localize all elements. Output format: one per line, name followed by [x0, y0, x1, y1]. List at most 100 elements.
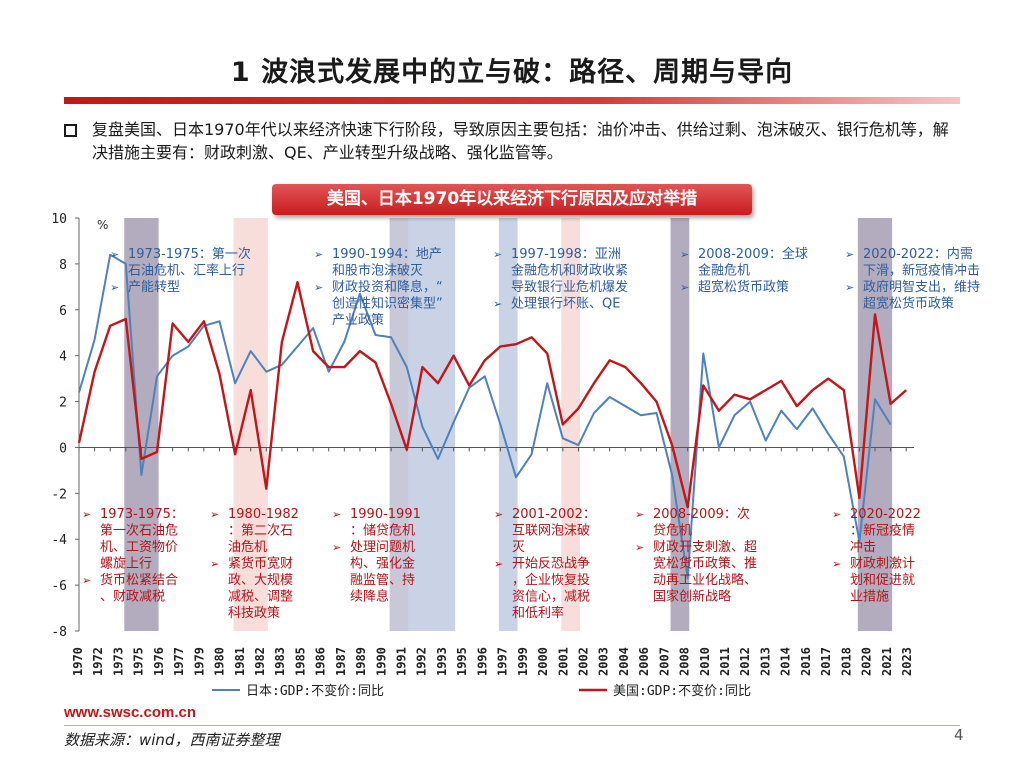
chart-legend: 日本:GDP:不变价:同比 美国:GDP:不变价:同比 — [212, 683, 751, 699]
y-tick-label: 8 — [59, 258, 67, 273]
annotation-line: 和低利率 — [512, 605, 564, 621]
x-tick-label: 1992 — [415, 647, 429, 676]
annotation-line: ：第二次石 — [228, 523, 293, 539]
x-tick-label: 1980 — [213, 647, 227, 676]
arrow-bullet-icon: ➢ — [680, 281, 689, 294]
annotation-line: 构、强化金 — [350, 556, 415, 572]
arrow-bullet-icon: ➢ — [832, 508, 841, 521]
arrow-bullet-icon: ➢ — [110, 248, 119, 261]
x-tick-label: 1979 — [192, 647, 206, 676]
shaded-period-1997-1998 — [498, 218, 518, 631]
annotation-line: 2001-2002： — [512, 507, 596, 522]
x-tick-label: 1991 — [395, 647, 409, 676]
annotation-line: 螺旋上行 — [100, 557, 152, 572]
annotation-line: 业措施 — [850, 590, 889, 605]
annotation-line: 石油危机、汇率上行 — [128, 263, 245, 279]
annotation-line: 科技政策 — [228, 605, 280, 621]
annotation-line: 、财政减税 — [100, 590, 165, 605]
square-bullet-icon — [64, 124, 77, 137]
annotation-line: 产业政策 — [332, 312, 384, 328]
title-underline — [64, 97, 960, 104]
annotation-line: ：储贷危机 — [350, 524, 415, 539]
annotation-line: 资信心，减税 — [512, 590, 590, 605]
x-tick-label: 1985 — [293, 647, 307, 676]
y-unit-label: % — [97, 218, 108, 232]
x-tick-label: 2016 — [799, 647, 813, 676]
annotation-line: ，企业恢复投 — [512, 572, 590, 588]
x-tick-label: 2013 — [758, 647, 772, 676]
shaded-period-1973-1975 — [124, 218, 159, 631]
annotation-line: 货币松紧结合 — [100, 572, 178, 588]
annotation-line: 灭 — [512, 540, 525, 555]
x-tick-label: 2011 — [718, 647, 732, 676]
x-tick-label: 2007 — [657, 647, 671, 676]
y-tick-label: -8 — [51, 625, 67, 640]
x-tick-label: 2004 — [617, 647, 631, 676]
chart-banner: 美国、日本1970年以来经济下行原因及应对举措 — [272, 184, 752, 215]
x-tick-label: 1995 — [455, 647, 469, 676]
arrow-bullet-icon: ➢ — [314, 281, 323, 294]
arrow-bullet-icon: ➢ — [493, 248, 502, 261]
x-tick-label: 1983 — [273, 647, 287, 676]
y-tick-label: 4 — [59, 350, 67, 365]
annotation-line: 紧货币宽财 — [228, 556, 293, 572]
japan-gdp-line — [78, 253, 892, 580]
arrow-bullet-icon: ➢ — [314, 248, 323, 261]
arrow-bullet-icon: ➢ — [635, 541, 644, 554]
arrow-bullet-icon: ➢ — [210, 558, 219, 571]
annotation-line: 处理问题机 — [350, 540, 415, 555]
x-tick-label: 2012 — [738, 647, 752, 676]
arrow-bullet-icon: ➢ — [832, 558, 841, 571]
arrow-bullet-icon: ➢ — [82, 508, 91, 521]
x-tick-label: 2006 — [637, 647, 651, 676]
x-tick-label: 1996 — [475, 647, 489, 676]
y-tick-label: 2 — [59, 396, 67, 411]
x-tick-label: 2020 — [860, 647, 874, 676]
annotation-line: 超宽松货币政策 — [863, 296, 954, 312]
annotation-line: 导致银行业危机爆发 — [511, 279, 628, 295]
annotation-line: 金融危机 — [698, 263, 750, 279]
x-tick-label: 2001 — [556, 647, 570, 676]
footer-url[interactable]: www.swsc.com.cn — [64, 704, 196, 721]
x-tick-label: 1990 — [374, 647, 388, 676]
annotation-line: 下滑，新冠疫情冲击 — [863, 263, 980, 279]
x-tick-label: 1986 — [314, 647, 328, 676]
annotation-line: 财政开支刺激、超 — [653, 540, 757, 555]
annotation-line: 互联网泡沫破 — [512, 524, 590, 539]
arrow-bullet-icon: ➢ — [493, 298, 502, 311]
x-tick-label: 1976 — [152, 647, 166, 676]
x-tick-label: 1982 — [253, 647, 267, 676]
annotation-line: 融监管、持 — [350, 573, 415, 588]
arrow-bullet-icon: ➢ — [110, 281, 119, 294]
annotation-line: 和股市泡沫破灭 — [332, 263, 423, 279]
shaded-period-2020-2022 — [857, 218, 893, 631]
annotation-line: 1973-1975： — [100, 507, 184, 522]
annotation-line: 1990-1994：地产 — [332, 247, 442, 262]
x-tick-label: 2018 — [839, 647, 853, 676]
arrow-bullet-icon: ➢ — [332, 508, 341, 521]
arrow-bullet-icon: ➢ — [332, 541, 341, 554]
page-number: 4 — [954, 726, 964, 744]
x-tick-label: 2014 — [779, 647, 793, 676]
arrow-bullet-icon: ➢ — [82, 574, 91, 587]
shaded-period-2008-2009 — [670, 218, 690, 631]
y-tick-label: 6 — [59, 304, 67, 319]
annotation-line: 财政刺激计 — [850, 557, 915, 572]
annotation-line: 第一次石油危 — [100, 523, 178, 539]
annotation-line: 超宽松货币政策 — [698, 279, 789, 295]
x-tick-label: 2003 — [597, 647, 611, 676]
x-tick-label: 1975 — [132, 647, 146, 676]
x-tick-label: 1989 — [354, 647, 368, 676]
annotation-line: 机、工资物价 — [100, 540, 178, 555]
chart-axes: -8 -6 -4 -2 0 2 4 6 8 10 % 1970 1972 1973 1975 1976 1977… — [51, 212, 914, 676]
x-tick-label: 1973 — [111, 647, 125, 676]
